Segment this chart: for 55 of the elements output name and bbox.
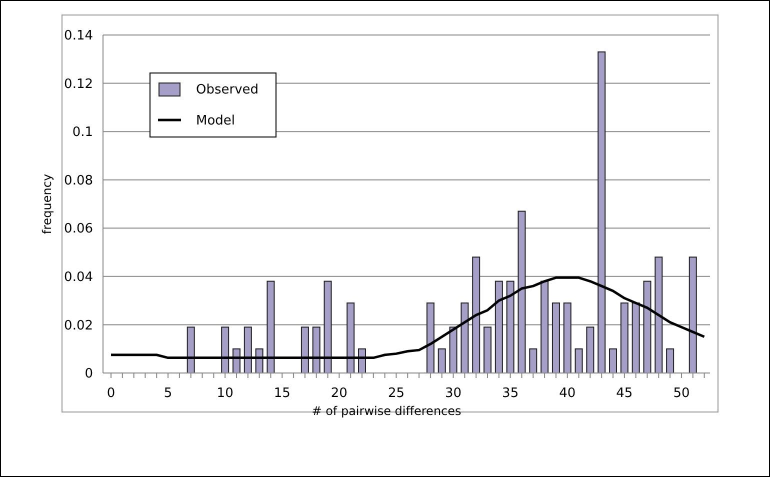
x-tick-label: 0: [106, 386, 116, 401]
bar: [688, 256, 697, 374]
bar: [460, 302, 469, 374]
bar: [518, 210, 526, 374]
y-tick-label: 0.04: [64, 270, 93, 285]
bar: [438, 348, 446, 374]
bar: [540, 280, 549, 374]
bar: [221, 326, 230, 374]
bar: [529, 348, 538, 374]
bar: [609, 348, 618, 374]
y-tick-label: 0.06: [64, 222, 93, 237]
bar: [312, 326, 320, 374]
x-tick-label: 10: [216, 386, 234, 401]
bar: [654, 256, 663, 374]
y-tick-label: 0.02: [64, 318, 93, 334]
bar: [186, 326, 195, 374]
bar: [449, 326, 458, 374]
bar: [552, 302, 560, 374]
bar: [484, 326, 492, 374]
x-tick-label: 5: [164, 386, 172, 401]
bar: [632, 302, 640, 374]
bar: [586, 326, 594, 374]
y-tick-label: 0.08: [64, 173, 93, 188]
x-tick-label: 20: [330, 386, 348, 401]
legend-label: Observed: [196, 82, 259, 98]
bar: [494, 280, 503, 374]
bar: [563, 302, 572, 374]
bar: [324, 280, 332, 374]
x-tick-label: 15: [274, 386, 290, 401]
bar: [472, 256, 480, 374]
x-tick-label: 35: [502, 386, 519, 401]
bar: [506, 280, 514, 374]
bar: [574, 348, 583, 374]
y-axis-title: frequency: [40, 174, 54, 234]
line-series: [110, 276, 706, 360]
bar: [620, 302, 628, 374]
y-tick-label: 0.14: [64, 28, 93, 44]
x-tick-label: 50: [673, 386, 690, 401]
x-tick-label: 45: [616, 386, 633, 401]
bar: [643, 280, 652, 374]
y-tick-label: 0: [84, 366, 93, 382]
bar: [244, 326, 252, 374]
legend-label: Model: [196, 114, 236, 129]
y-tick-label: 0.1: [72, 125, 93, 140]
x-tick-label: 30: [445, 386, 462, 401]
y-tick-label: 0.12: [64, 76, 93, 92]
x-tick-label: 25: [388, 386, 405, 401]
x-tick-label: 40: [559, 386, 576, 401]
bar: [266, 280, 275, 374]
bar: [426, 302, 434, 374]
bar: [346, 302, 355, 374]
bar: [666, 348, 674, 374]
bar: [598, 51, 606, 374]
x-axis-title: # of pairwise differences: [312, 404, 462, 418]
bar: [300, 326, 309, 374]
